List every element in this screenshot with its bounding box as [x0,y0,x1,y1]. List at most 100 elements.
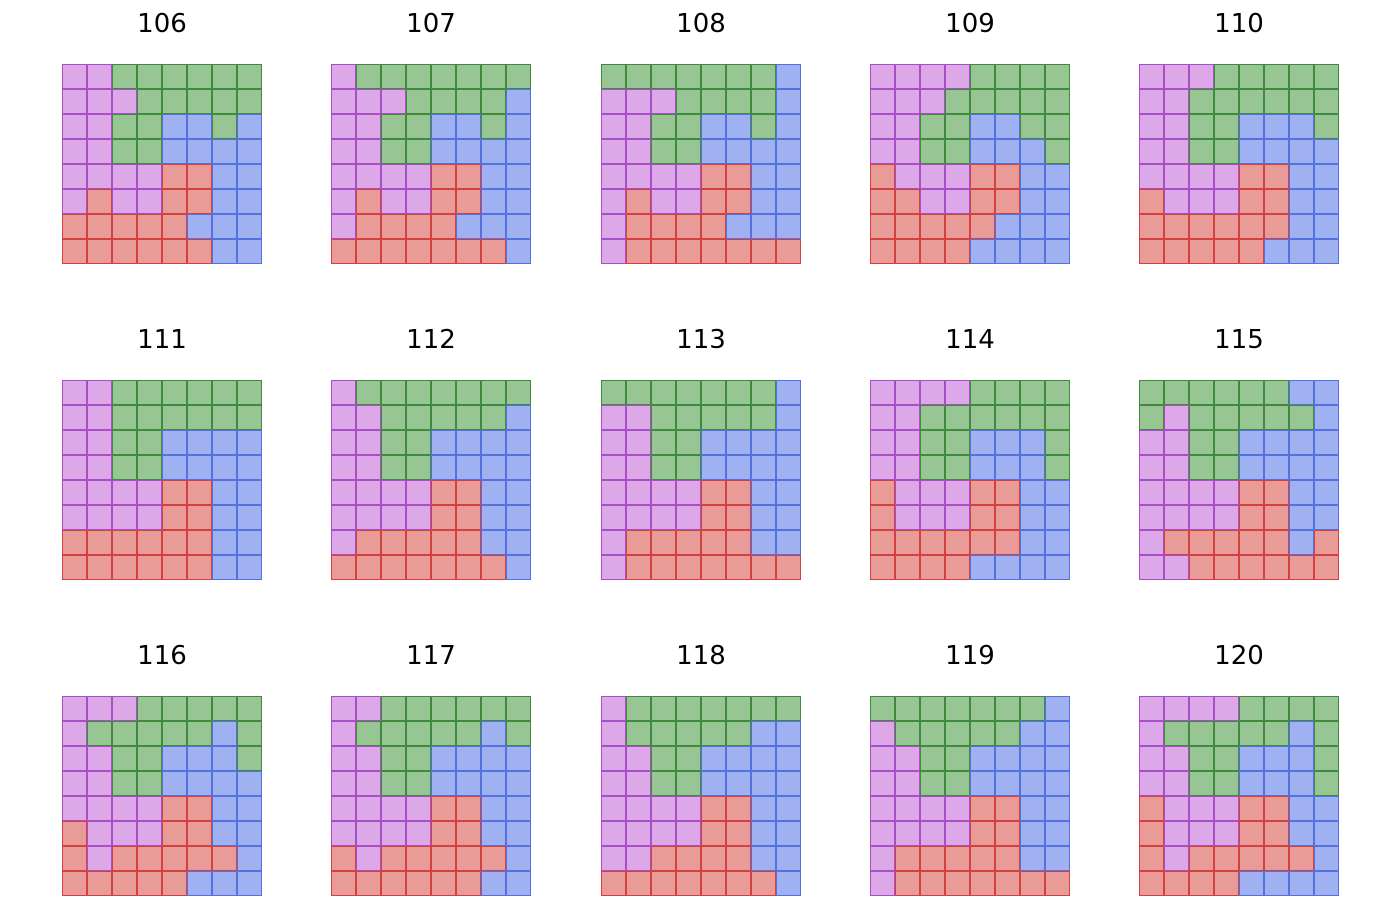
grid-cell [456,530,481,555]
grid-cell [920,530,945,555]
grid-cell [895,139,920,164]
grid-cell [456,214,481,239]
grid-cell [112,721,137,746]
grid-cell [1289,871,1314,896]
grid-cell [1314,796,1339,821]
grid-cell [356,796,381,821]
grid-cell [431,455,456,480]
grid-cell [1264,214,1289,239]
grid-cell [776,405,801,430]
grid-cell [870,214,895,239]
grid-cell [676,480,701,505]
grid-cell [406,189,431,214]
grid-cell [945,771,970,796]
grid-cell [162,64,187,89]
grid-cell [601,505,626,530]
grid-cell [62,821,87,846]
grid-cell [601,189,626,214]
grid-cell [406,505,431,530]
grid-cell [62,555,87,580]
grid-cell [1139,455,1164,480]
grid-cell [1264,455,1289,480]
grid-cell [1045,164,1070,189]
grid-cell [1289,139,1314,164]
grid-cell [381,189,406,214]
grid-cell [1139,239,1164,264]
grid-cell [431,480,456,505]
grid-cell [895,771,920,796]
grid-cell [506,721,531,746]
grid-cell [726,871,751,896]
grid-cell [601,455,626,480]
grid-cell [776,555,801,580]
grid-cell [212,821,237,846]
grid-cell [431,239,456,264]
grid-cell [1139,796,1164,821]
grid-cell [1214,505,1239,530]
grid-cell [920,505,945,530]
grid-cell [920,139,945,164]
grid-cell [920,796,945,821]
grid-cell [626,214,651,239]
grid-cell [1189,746,1214,771]
grid-cell [481,380,506,405]
grid-cell [895,480,920,505]
grid-cell [1214,846,1239,871]
grid-cell [1214,64,1239,89]
grid-cell [187,114,212,139]
grid-cell [356,405,381,430]
grid-cell [870,380,895,405]
grid-cell [1020,455,1045,480]
grid-cell [1314,164,1339,189]
grid-cell [601,696,626,721]
grid-cell [406,214,431,239]
grid-cell [1214,530,1239,555]
grid-cell [1264,530,1289,555]
grid-cell [356,380,381,405]
grid-cell [1264,505,1289,530]
grid-cell [331,505,356,530]
grid-cell [701,721,726,746]
grid-cell [995,746,1020,771]
grid-cell [1045,455,1070,480]
grid-cell [1020,796,1045,821]
grid-cell [1164,721,1189,746]
grid-cell [726,771,751,796]
grid-cell [87,480,112,505]
grid-cell [356,189,381,214]
grid-cell [1239,846,1264,871]
grid-cell [1045,214,1070,239]
grid-cell [406,530,431,555]
grid-cell [187,380,212,405]
grid-cell [651,505,676,530]
grid-cell [112,114,137,139]
grid-cell [456,771,481,796]
grid-cell [870,871,895,896]
grid-cell [751,164,776,189]
panel-title: 109 [945,9,995,39]
grid-cell [356,239,381,264]
grid-cell [187,480,212,505]
grid-cell [456,821,481,846]
grid-cell [1020,480,1045,505]
grid-cell [481,89,506,114]
grid-cell [331,555,356,580]
grid-cell [506,214,531,239]
grid-cell [1264,721,1289,746]
grid-cell [626,430,651,455]
grid-cell [1239,746,1264,771]
grid-cell [237,796,262,821]
grid-cell [1164,239,1189,264]
grid-cell [970,239,995,264]
grid-cell [456,455,481,480]
grid-cell [137,846,162,871]
grid-cell [1289,746,1314,771]
grid-cell [676,380,701,405]
grid-cell [1239,455,1264,480]
grid-cell [1264,846,1289,871]
grid-cell [676,214,701,239]
grid-cell [137,696,162,721]
grid-cell [406,405,431,430]
grid-cell [1214,189,1239,214]
grid-cell [995,430,1020,455]
